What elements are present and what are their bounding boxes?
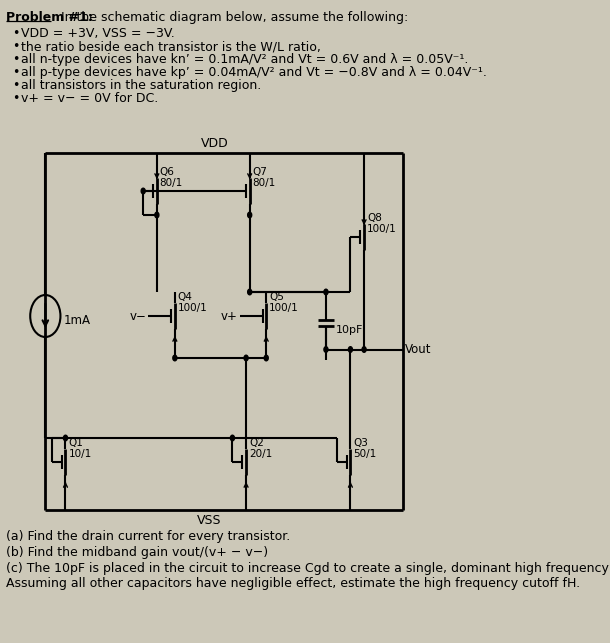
Circle shape: [231, 435, 234, 441]
Circle shape: [244, 355, 248, 361]
Text: 100/1: 100/1: [178, 303, 207, 313]
Circle shape: [173, 355, 177, 361]
Text: In the schematic diagram below, assume the following:: In the schematic diagram below, assume t…: [52, 11, 407, 24]
Text: Q5: Q5: [269, 292, 284, 302]
Text: 10pF: 10pF: [336, 325, 364, 335]
Text: •: •: [12, 79, 20, 92]
Circle shape: [324, 289, 328, 294]
Text: 10/1: 10/1: [68, 449, 92, 459]
Text: Problem #1:: Problem #1:: [5, 11, 93, 24]
Text: VDD: VDD: [201, 137, 228, 150]
Text: the ratio beside each transistor is the W/L ratio,: the ratio beside each transistor is the …: [21, 40, 321, 53]
Text: (b) Find the midband gain vout/(v+ − v−): (b) Find the midband gain vout/(v+ − v−): [5, 546, 268, 559]
Text: all n-type devices have kn’ = 0.1mA/V² and Vt = 0.6V and λ = 0.05V⁻¹.: all n-type devices have kn’ = 0.1mA/V² a…: [21, 53, 468, 66]
Circle shape: [348, 347, 353, 352]
Text: Q1: Q1: [68, 438, 83, 448]
Text: 20/1: 20/1: [249, 449, 272, 459]
Text: all p-type devices have kp’ = 0.04mA/V² and Vt = −0.8V and λ = 0.04V⁻¹.: all p-type devices have kp’ = 0.04mA/V² …: [21, 66, 487, 79]
Text: v+: v+: [221, 309, 237, 323]
Circle shape: [155, 212, 159, 218]
Text: Assuming all other capacitors have negligible effect, estimate the high frequenc: Assuming all other capacitors have negli…: [5, 577, 580, 590]
Text: •: •: [12, 92, 20, 105]
Circle shape: [324, 347, 328, 352]
Circle shape: [63, 435, 68, 441]
Text: •: •: [12, 53, 20, 66]
Text: Q4: Q4: [178, 292, 193, 302]
Text: VDD = +3V, VSS = −3V.: VDD = +3V, VSS = −3V.: [21, 27, 174, 40]
Text: •: •: [12, 27, 20, 40]
Text: Q7: Q7: [253, 167, 267, 177]
Circle shape: [248, 289, 252, 294]
Text: 80/1: 80/1: [160, 178, 183, 188]
Text: VSS: VSS: [196, 514, 221, 527]
Text: Q8: Q8: [367, 213, 382, 223]
Text: v+ = v− = 0V for DC.: v+ = v− = 0V for DC.: [21, 92, 158, 105]
Text: Q3: Q3: [353, 438, 368, 448]
Text: 100/1: 100/1: [367, 224, 396, 234]
Text: •: •: [12, 66, 20, 79]
Text: all transistors in the saturation region.: all transistors in the saturation region…: [21, 79, 261, 92]
Text: (c) The 10pF is placed in the circuit to increase Cgd to create a single, domina: (c) The 10pF is placed in the circuit to…: [5, 562, 610, 575]
Text: Vout: Vout: [405, 343, 432, 356]
Text: 1mA: 1mA: [63, 314, 90, 327]
Text: (a) Find the drain current for every transistor.: (a) Find the drain current for every tra…: [5, 530, 290, 543]
Text: 100/1: 100/1: [269, 303, 299, 313]
Circle shape: [248, 212, 252, 218]
Text: v−: v−: [129, 309, 146, 323]
Circle shape: [264, 355, 268, 361]
Text: 80/1: 80/1: [253, 178, 276, 188]
Circle shape: [362, 347, 366, 352]
Text: Q6: Q6: [160, 167, 174, 177]
Text: Q2: Q2: [249, 438, 264, 448]
Text: 50/1: 50/1: [353, 449, 376, 459]
Text: •: •: [12, 40, 20, 53]
Circle shape: [141, 188, 145, 194]
